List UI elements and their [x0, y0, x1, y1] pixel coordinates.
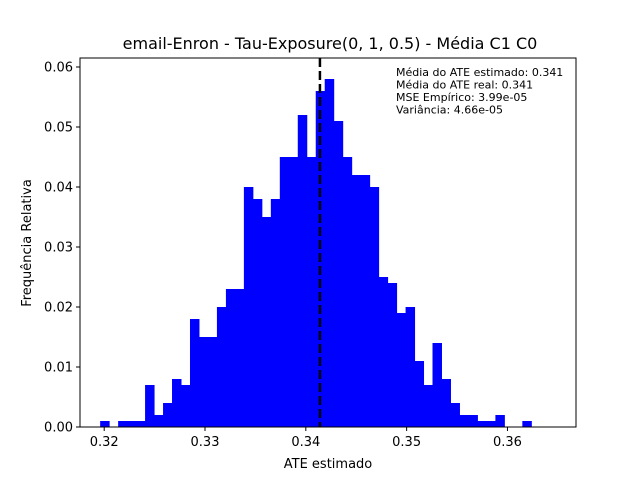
histogram-bar — [450, 403, 460, 427]
histogram-bar — [181, 385, 191, 427]
histogram-bar — [333, 121, 344, 427]
histogram-bar — [252, 199, 263, 427]
x-tick-label: 0.34 — [291, 435, 320, 450]
histogram-bar — [243, 187, 254, 427]
histogram-bar — [136, 421, 146, 427]
histogram-bar — [459, 415, 469, 427]
y-axis-label: Frequência Relativa — [20, 179, 35, 307]
histogram-bar — [441, 379, 451, 427]
x-axis-label: ATE estimado — [284, 457, 373, 472]
histogram-bar — [234, 289, 245, 427]
histogram-bar — [387, 283, 398, 427]
histogram-bar — [270, 199, 281, 427]
histogram-bar — [154, 415, 164, 427]
histogram-bar — [198, 337, 209, 427]
histogram-bar — [495, 415, 505, 427]
histogram-bar — [279, 157, 290, 427]
histogram-bar — [369, 187, 380, 427]
histogram-bar — [127, 421, 137, 427]
stats-annotation-line: Média do ATE estimado: 0.341 — [396, 66, 563, 79]
histogram-bar — [522, 421, 532, 427]
histogram-bar — [432, 343, 442, 427]
stats-annotation-line: Média do ATE real: 0.341 — [396, 79, 533, 92]
histogram-bar — [145, 385, 155, 427]
histogram-bar — [396, 313, 407, 427]
y-tick-label: 0.02 — [44, 301, 73, 316]
histogram-bar — [486, 421, 496, 427]
histogram-bar — [468, 415, 478, 427]
histogram-bar — [261, 217, 272, 427]
histogram-bar — [378, 277, 389, 427]
histogram-bar — [288, 157, 299, 427]
y-tick-label: 0.06 — [44, 61, 73, 76]
x-tick-label: 0.36 — [493, 435, 522, 450]
histogram-bar — [100, 421, 110, 427]
x-tick-label: 0.33 — [191, 435, 220, 450]
histogram-bar — [163, 403, 173, 427]
histogram-bar — [297, 115, 308, 427]
x-axis-ticks: 0.32 0.33 0.34 0.35 0.36 — [90, 427, 522, 450]
histogram-bar — [216, 307, 227, 427]
histogram-bar — [306, 157, 317, 427]
histogram-bar — [423, 385, 434, 427]
chart-title: email-Enron - Tau-Exposure(0, 1, 0.5) - … — [123, 34, 538, 53]
histogram-bar — [405, 307, 416, 427]
histogram-bar — [118, 421, 128, 427]
y-tick-label: 0.03 — [44, 241, 73, 256]
histogram-bar — [189, 319, 200, 427]
y-tick-label: 0.04 — [44, 181, 73, 196]
histogram-bar — [351, 175, 362, 427]
y-axis-ticks: 0.00 0.01 0.02 0.03 0.04 0.05 0.06 — [44, 61, 80, 436]
histogram-bar — [225, 289, 236, 427]
plot-area-frame — [79, 57, 577, 428]
histogram-bar — [207, 337, 218, 427]
x-tick-label: 0.35 — [392, 435, 421, 450]
x-tick-label: 0.32 — [90, 435, 119, 450]
stats-annotation-line: Variância: 4.66e-05 — [396, 104, 503, 117]
y-tick-label: 0.01 — [44, 361, 73, 376]
histogram-bar — [360, 175, 371, 427]
histogram-bar — [172, 379, 182, 427]
histogram-bars — [100, 79, 532, 427]
stats-annotation-line: MSE Empírico: 3.99e-05 — [396, 91, 527, 104]
histogram-bar — [414, 361, 425, 427]
histogram-bar — [477, 421, 487, 427]
y-tick-label: 0.05 — [44, 121, 73, 136]
histogram-bar — [324, 79, 335, 427]
y-tick-label: 0.00 — [44, 421, 73, 436]
histogram-bar — [342, 157, 353, 427]
